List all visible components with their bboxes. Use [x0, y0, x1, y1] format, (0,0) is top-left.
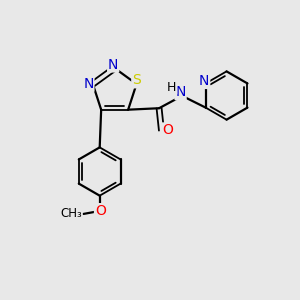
Text: H: H — [167, 80, 176, 94]
Text: N: N — [199, 74, 209, 88]
Text: O: O — [163, 123, 173, 137]
Text: S: S — [132, 74, 141, 88]
Text: N: N — [83, 77, 94, 91]
Text: CH₃: CH₃ — [60, 207, 82, 220]
Text: O: O — [95, 204, 106, 218]
Text: N: N — [108, 58, 119, 72]
Text: N: N — [176, 85, 186, 99]
